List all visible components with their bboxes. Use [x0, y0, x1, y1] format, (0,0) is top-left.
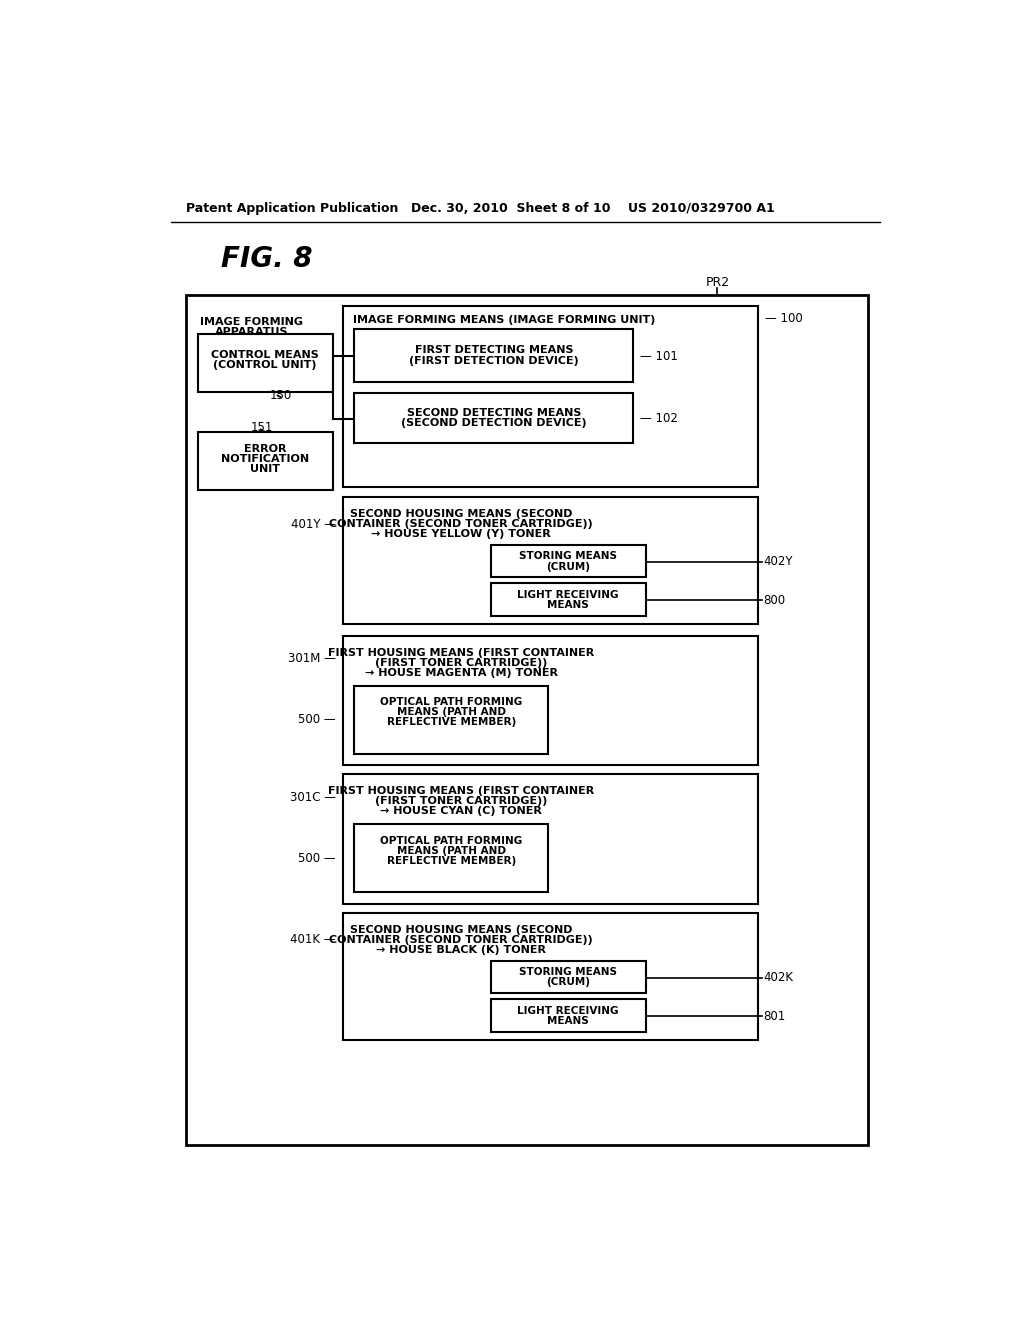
- Text: OPTICAL PATH FORMING: OPTICAL PATH FORMING: [380, 697, 522, 708]
- Bar: [354, 393, 633, 444]
- Text: MEANS: MEANS: [547, 1016, 589, 1026]
- Text: 150: 150: [270, 389, 292, 403]
- Text: PR2: PR2: [706, 276, 729, 289]
- Text: STORING MEANS: STORING MEANS: [519, 968, 617, 977]
- Text: ERROR: ERROR: [244, 445, 287, 454]
- Bar: [343, 913, 758, 1040]
- Text: CONTAINER (SECOND TONER CARTRIDGE)): CONTAINER (SECOND TONER CARTRIDGE)): [330, 519, 593, 529]
- Text: REFLECTIVE MEMBER): REFLECTIVE MEMBER): [386, 717, 516, 727]
- Text: 801: 801: [764, 1010, 785, 1023]
- Text: 402Y: 402Y: [764, 556, 793, 569]
- Text: MEANS: MEANS: [547, 601, 589, 610]
- Text: — 100: — 100: [765, 312, 803, 325]
- Text: FIG. 8: FIG. 8: [221, 244, 312, 272]
- Text: OPTICAL PATH FORMING: OPTICAL PATH FORMING: [380, 836, 522, 846]
- Bar: [186, 296, 868, 1144]
- Text: IMAGE FORMING: IMAGE FORMING: [201, 317, 303, 326]
- Bar: [198, 334, 334, 392]
- Text: FIRST HOUSING MEANS (FIRST CONTAINER: FIRST HOUSING MEANS (FIRST CONTAINER: [328, 787, 594, 796]
- Bar: [343, 636, 758, 766]
- Text: CONTAINER (SECOND TONER CARTRIDGE)): CONTAINER (SECOND TONER CARTRIDGE)): [330, 935, 593, 945]
- Text: → HOUSE YELLOW (Y) TONER: → HOUSE YELLOW (Y) TONER: [372, 529, 551, 539]
- Text: FIRST HOUSING MEANS (FIRST CONTAINER: FIRST HOUSING MEANS (FIRST CONTAINER: [328, 648, 594, 657]
- Text: US 2010/0329700 A1: US 2010/0329700 A1: [628, 202, 774, 215]
- Bar: [354, 330, 633, 381]
- Text: → HOUSE MAGENTA (M) TONER: → HOUSE MAGENTA (M) TONER: [365, 668, 558, 677]
- Text: (CRUM): (CRUM): [546, 561, 590, 572]
- Text: FIRST DETECTING MEANS: FIRST DETECTING MEANS: [415, 345, 573, 355]
- Text: SECOND HOUSING MEANS (SECOND: SECOND HOUSING MEANS (SECOND: [350, 510, 572, 519]
- Text: 500 —: 500 —: [298, 713, 336, 726]
- Text: LIGHT RECEIVING: LIGHT RECEIVING: [517, 1006, 618, 1016]
- Text: 402K: 402K: [764, 972, 794, 985]
- Text: STORING MEANS: STORING MEANS: [519, 552, 617, 561]
- Text: (FIRST DETECTION DEVICE): (FIRST DETECTION DEVICE): [409, 356, 579, 366]
- Text: IMAGE FORMING MEANS (IMAGE FORMING UNIT): IMAGE FORMING MEANS (IMAGE FORMING UNIT): [352, 315, 655, 325]
- Text: (CRUM): (CRUM): [546, 977, 590, 987]
- Text: 401K —: 401K —: [290, 933, 336, 946]
- Text: Dec. 30, 2010  Sheet 8 of 10: Dec. 30, 2010 Sheet 8 of 10: [411, 202, 610, 215]
- Text: (CONTROL UNIT): (CONTROL UNIT): [213, 360, 316, 370]
- Bar: [354, 825, 548, 892]
- Bar: [490, 961, 646, 993]
- Text: REFLECTIVE MEMBER): REFLECTIVE MEMBER): [386, 855, 516, 866]
- Bar: [490, 583, 646, 615]
- Text: (FIRST TONER CARTRIDGE)): (FIRST TONER CARTRIDGE)): [375, 657, 548, 668]
- Bar: [198, 432, 334, 490]
- Text: UNIT: UNIT: [250, 465, 281, 474]
- Text: 500 —: 500 —: [298, 851, 336, 865]
- Bar: [343, 775, 758, 904]
- Text: LIGHT RECEIVING: LIGHT RECEIVING: [517, 590, 618, 601]
- Text: APPARATUS: APPARATUS: [215, 326, 289, 337]
- Text: (SECOND DETECTION DEVICE): (SECOND DETECTION DEVICE): [401, 418, 587, 428]
- Bar: [354, 686, 548, 754]
- Bar: [343, 306, 758, 487]
- Text: — 101: — 101: [640, 350, 677, 363]
- Text: → HOUSE CYAN (C) TONER: → HOUSE CYAN (C) TONER: [380, 807, 542, 816]
- Text: 151: 151: [251, 421, 272, 434]
- Text: 301C —: 301C —: [290, 791, 336, 804]
- Text: MEANS (PATH AND: MEANS (PATH AND: [396, 708, 506, 717]
- Text: SECOND HOUSING MEANS (SECOND: SECOND HOUSING MEANS (SECOND: [350, 925, 572, 935]
- Text: CONTROL MEANS: CONTROL MEANS: [211, 350, 319, 360]
- Text: → HOUSE BLACK (K) TONER: → HOUSE BLACK (K) TONER: [376, 945, 546, 954]
- Bar: [343, 498, 758, 624]
- Text: 800: 800: [764, 594, 785, 607]
- Text: SECOND DETECTING MEANS: SECOND DETECTING MEANS: [407, 408, 581, 417]
- Text: Patent Application Publication: Patent Application Publication: [186, 202, 398, 215]
- Bar: [490, 545, 646, 577]
- Text: NOTIFICATION: NOTIFICATION: [221, 454, 309, 465]
- Bar: [490, 999, 646, 1032]
- Text: (FIRST TONER CARTRIDGE)): (FIRST TONER CARTRIDGE)): [375, 796, 548, 807]
- Text: 401Y —: 401Y —: [291, 517, 336, 531]
- Text: 301M —: 301M —: [288, 652, 336, 665]
- Text: MEANS (PATH AND: MEANS (PATH AND: [396, 846, 506, 855]
- Text: — 102: — 102: [640, 412, 677, 425]
